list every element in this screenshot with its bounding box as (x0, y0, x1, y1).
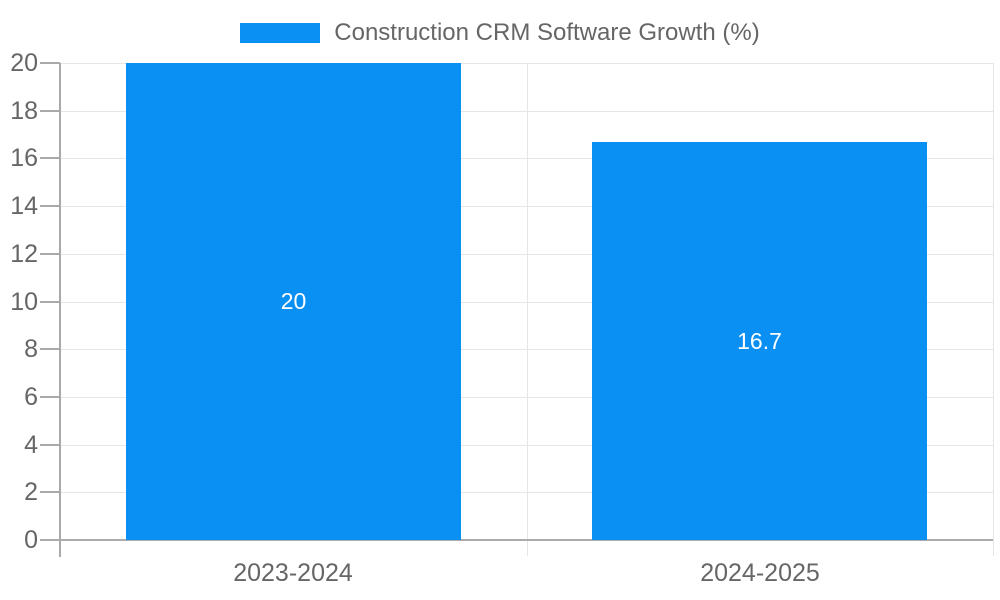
y-tick-label: 20 (10, 49, 38, 77)
y-axis-tick (40, 491, 60, 493)
y-tick-label: 14 (10, 192, 38, 220)
grid-line-y (60, 349, 993, 350)
grid-line-y (60, 158, 993, 159)
grid-line-y (60, 397, 993, 398)
grid-line-y (60, 445, 993, 446)
bar[interactable]: 16.7 (592, 142, 927, 540)
grid-line-y (60, 302, 993, 303)
legend-swatch (240, 23, 321, 43)
grid-line-y (60, 63, 993, 64)
y-tick-label: 18 (10, 97, 38, 125)
x-tick-label: 2024-2025 (700, 559, 820, 587)
y-axis-tick (40, 396, 60, 398)
grid-line-y (60, 206, 993, 207)
y-tick-label: 6 (24, 383, 38, 411)
y-axis-tick (40, 62, 60, 64)
bar-value-label: 20 (280, 288, 307, 314)
y-axis-line (59, 63, 61, 557)
y-axis-tick (40, 444, 60, 446)
y-tick-label: 12 (10, 240, 38, 268)
x-tick-label: 2023-2024 (233, 559, 353, 587)
grid-line-x (993, 63, 994, 556)
x-axis-line (40, 539, 993, 541)
y-tick-label: 2 (24, 478, 38, 506)
y-axis-tick (40, 301, 60, 303)
bar-value-label: 16.7 (737, 327, 782, 354)
y-axis-tick (40, 253, 60, 255)
grid-line-y (60, 492, 993, 493)
y-tick-label: 10 (10, 288, 38, 316)
y-axis-tick (40, 157, 60, 159)
y-axis-tick (40, 110, 60, 112)
y-tick-label: 16 (10, 144, 38, 172)
y-tick-label: 4 (24, 431, 38, 459)
y-axis-tick (40, 348, 60, 350)
y-tick-label: 0 (24, 526, 38, 554)
y-axis-tick (40, 205, 60, 207)
grid-line-x (527, 63, 528, 556)
bar[interactable]: 20 (126, 63, 461, 540)
y-tick-label: 8 (24, 335, 38, 363)
grid-line-y (60, 111, 993, 112)
chart-legend[interactable]: Construction CRM Software Growth (%) (0, 18, 1000, 48)
grid-line-y (60, 254, 993, 255)
legend-label: Construction CRM Software Growth (%) (334, 19, 760, 46)
